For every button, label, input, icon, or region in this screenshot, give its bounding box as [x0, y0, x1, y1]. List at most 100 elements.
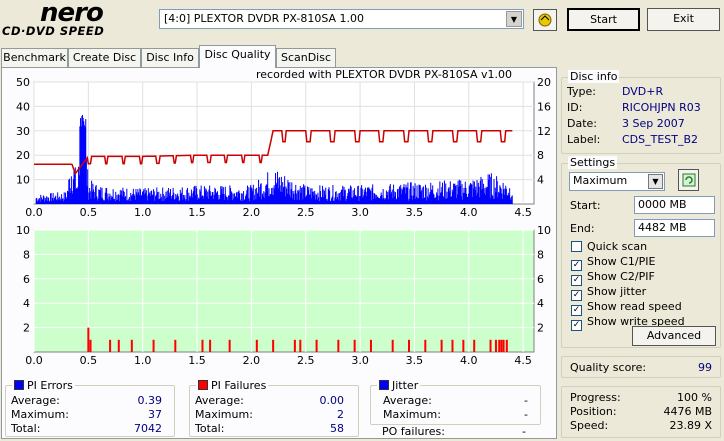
pif-bar [369, 339, 372, 352]
pif-bar [462, 339, 465, 352]
position-value: 4476 MB [663, 405, 712, 418]
pif-bar [489, 339, 492, 352]
advanced-button[interactable]: Advanced [632, 326, 716, 346]
pif-bar [498, 339, 501, 352]
speed-select[interactable]: Maximum ▼ [569, 172, 665, 191]
pi-errors-title: PI Errors [12, 379, 75, 392]
pif-bar [109, 339, 112, 352]
tab-benchmark[interactable]: Benchmark [1, 48, 68, 67]
tab-disc-quality[interactable]: Disc Quality [199, 45, 276, 68]
y2-tick-label: 4 [537, 297, 544, 310]
label-label: Label: [567, 133, 601, 146]
disc-type-value: DVD+R [622, 85, 664, 98]
y2-tick-label: 8 [537, 248, 544, 261]
total-label: Total: [195, 422, 225, 435]
pi-errors-chart: 10 20 30 40 50 4 8 12 16 20 0.0 0.5 1.0 1.5 2.0 2.5 3.0 3… [16, 76, 551, 219]
progress-box: Progress: 100 % Position: 4476 MB Speed:… [561, 386, 721, 438]
tab-scandisc[interactable]: ScanDisc [276, 48, 336, 67]
checkmark-icon[interactable]: ✓ [571, 305, 582, 316]
chevron-down-icon[interactable]: ▼ [648, 174, 663, 189]
checkbox-box[interactable] [571, 241, 582, 252]
pif-bar [353, 339, 356, 352]
speed-value: 23.89 X [669, 419, 712, 432]
pif-bar [500, 339, 503, 352]
pif-bar [505, 339, 508, 352]
show-read-checkbox[interactable]: ✓ Show read speed [571, 300, 682, 316]
chevron-down-icon[interactable]: ▼ [506, 11, 522, 27]
x-tick-label: 2.5 [297, 354, 315, 367]
checkmark-icon[interactable]: ✓ [571, 275, 582, 286]
x-tick-label: 4.0 [460, 206, 478, 219]
refresh-drive-button[interactable] [533, 9, 557, 31]
pif-bar [408, 339, 410, 352]
tab-create-disc[interactable]: Create Disc [68, 48, 141, 67]
y2-tick-label: 4 [537, 174, 544, 187]
y2-tick-label: 12 [537, 125, 551, 138]
pif-bar [255, 339, 258, 352]
x-tick-label: 0.0 [25, 206, 43, 219]
pif-bar [502, 339, 505, 352]
avg-label: Average: [195, 394, 244, 407]
quality-score-box: Quality score: 99 [561, 356, 721, 378]
progress-value: 100 % [677, 391, 712, 404]
jitter-swatch [379, 380, 389, 390]
jitter-avg: - [524, 394, 528, 407]
pi-failures-title: PI Failures [196, 379, 269, 392]
recorded-with-label: recorded with PLEXTOR DVDR PX-810SA v1.0… [256, 68, 512, 81]
show-read-label: Show read speed [587, 300, 682, 313]
y-tick-label: 40 [16, 100, 30, 113]
disc-date-value: 3 Sep 2007 [622, 117, 685, 130]
start-field[interactable]: 0000 MB [634, 196, 715, 214]
pif-bar [228, 339, 231, 352]
show-c2-checkbox[interactable]: ✓ Show C2/PIF [571, 270, 655, 286]
position-label: Position: [570, 405, 617, 418]
po-failures-label: PO failures: [382, 425, 445, 438]
pif-bar [89, 339, 92, 352]
show-jitter-checkbox[interactable]: ✓ Show jitter [571, 285, 646, 301]
x-tick-label: 0.5 [80, 354, 98, 367]
y-tick-label: 50 [16, 76, 30, 89]
drive-select[interactable]: [4:0] PLEXTOR DVDR PX-810SA 1.00 ▼ [159, 9, 524, 29]
jitter-title: Jitter [377, 379, 421, 392]
x-tick-label: 1.0 [134, 354, 152, 367]
pif-bar [272, 339, 275, 352]
y-tick-label: 10 [16, 174, 30, 187]
disc-info-group: Disc info Type: DVD+R ID: RICOHJPN R03 D… [561, 70, 721, 154]
pi-failures-max: 2 [337, 408, 344, 421]
pif-bar [451, 339, 454, 352]
end-field[interactable]: 4482 MB [634, 219, 715, 237]
read-speed-line [34, 130, 513, 176]
refresh-icon [682, 173, 695, 187]
checkmark-icon[interactable]: ✓ [571, 260, 582, 271]
pi-errors-max: 37 [148, 408, 162, 421]
start-label: Start: [570, 199, 601, 212]
checkmark-icon[interactable]: ✓ [571, 290, 582, 301]
cd-dvd-speed-logo: CD·DVD SPEED [2, 24, 105, 38]
date-label: Date: [567, 117, 597, 130]
x-tick-label: 1.0 [134, 206, 152, 219]
x-tick-label: 3.5 [406, 354, 424, 367]
pif-bar [473, 339, 476, 352]
exit-button[interactable]: Exit [647, 8, 720, 31]
y-tick-label: 2 [23, 322, 30, 335]
x-tick-label: 4.5 [514, 206, 532, 219]
refresh-icon [538, 13, 552, 27]
x-tick-label: 0.0 [25, 354, 43, 367]
disc-info-title: Disc info [568, 70, 620, 83]
start-button[interactable]: Start [567, 8, 640, 31]
pi-failures-chart: 2 4 6 8 10 2 4 6 8 10 0.0 0.5 1.0 1.5 2.0 2.5 3.0 3.5 4.0 4… [16, 224, 551, 367]
pi-errors-group: PI Errors Average: 0.39 Maximum: 37 Tota… [5, 379, 175, 437]
x-tick-label: 4.0 [460, 354, 478, 367]
settings-group: Settings Maximum ▼ Start: 0000 MB End: 4… [561, 156, 721, 348]
max-label: Maximum: [383, 408, 441, 421]
pi-failures-group: PI Failures Average: 0.00 Maximum: 2 Tot… [189, 379, 359, 437]
tab-disc-info[interactable]: Disc Info [141, 48, 199, 67]
type-label: Type: [567, 85, 596, 98]
refresh-speed-button[interactable] [678, 169, 699, 191]
checkmark-icon[interactable]: ✓ [571, 320, 582, 331]
show-write-checkbox[interactable]: ✓ Show write speed [571, 315, 685, 331]
show-c1-checkbox[interactable]: ✓ Show C1/PIE [571, 255, 655, 271]
quick-scan-checkbox[interactable]: Quick scan [571, 240, 647, 253]
jitter-max: - [524, 408, 528, 421]
pif-bar [152, 339, 155, 352]
